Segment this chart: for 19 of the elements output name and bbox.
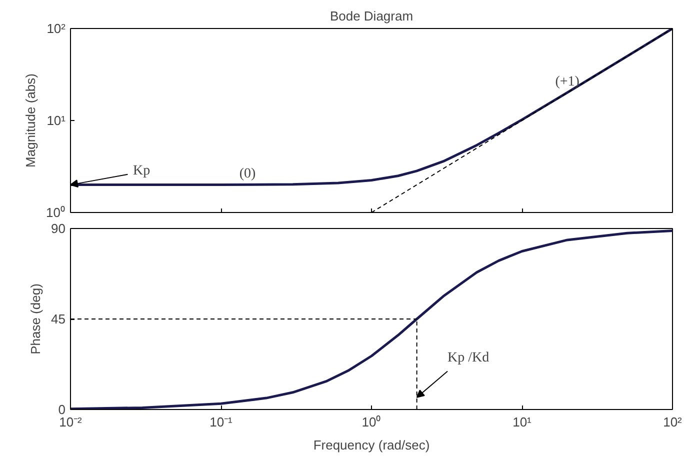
y-tick-label: 90: [51, 221, 66, 236]
chart-title: Bode Diagram: [330, 8, 414, 24]
y-tick-label: 45: [51, 312, 66, 326]
y-tick-label: 0: [58, 402, 66, 417]
y-axis-title: Phase (deg): [28, 284, 44, 354]
annotation: (+1): [555, 74, 580, 90]
x-axis-title: Frequency (rad/sec): [313, 438, 430, 452]
x-tick-label: 10⁻²: [59, 414, 83, 430]
x-tick-label: 10⁻¹: [210, 414, 234, 430]
annotation: Kp /Kd: [448, 350, 490, 366]
x-tick-label: 10²: [663, 414, 683, 430]
y-tick-label: 10¹: [46, 113, 66, 128]
y-tick-label: 10⁰: [46, 205, 66, 220]
annotation: (0): [239, 166, 256, 182]
y-tick-label: 10²: [46, 21, 66, 36]
annotation: Kp: [132, 163, 150, 178]
x-tick-label: 10⁰: [362, 414, 382, 430]
x-tick-label: 10¹: [512, 414, 532, 430]
y-axis-title: Magnitude (abs): [23, 74, 38, 168]
